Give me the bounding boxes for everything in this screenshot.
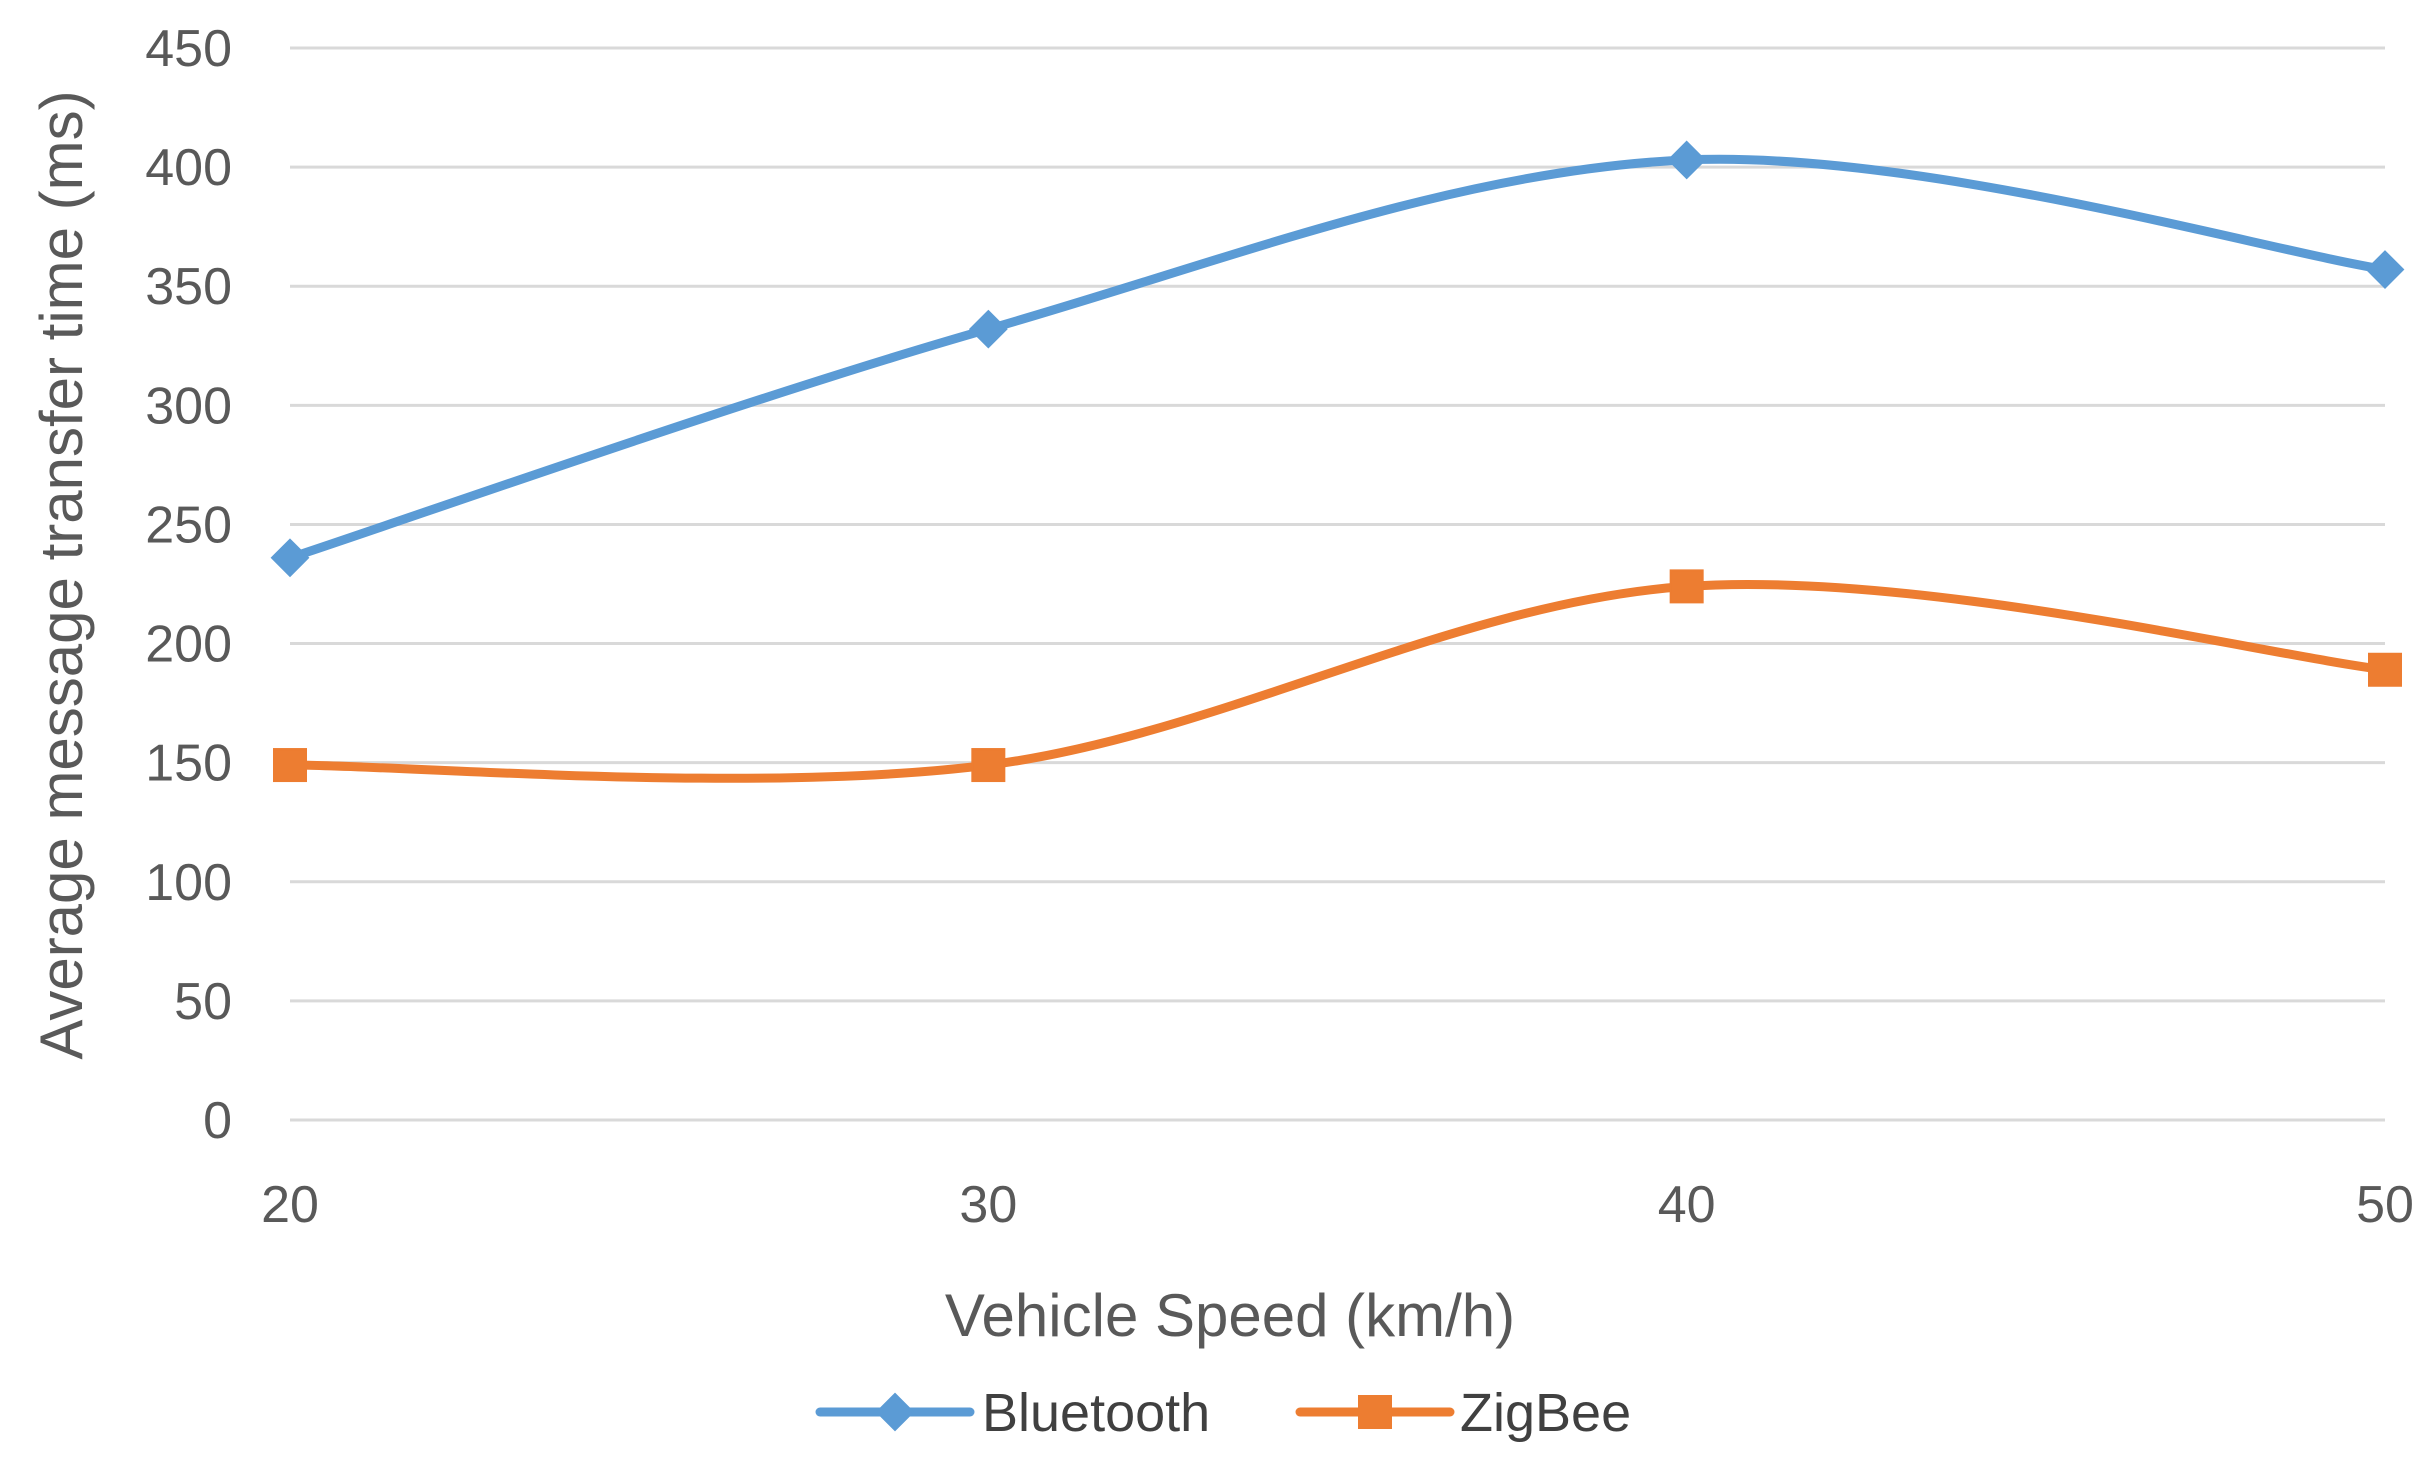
y-tick-label: 300 xyxy=(145,377,232,435)
y-tick-label: 450 xyxy=(145,20,232,78)
y-tick-label: 0 xyxy=(203,1092,232,1150)
y-tick-label: 150 xyxy=(145,735,232,793)
legend-label-bluetooth: Bluetooth xyxy=(982,1383,1210,1443)
x-tick-label: 30 xyxy=(959,1176,1017,1234)
legend-marker-zigbee xyxy=(1358,1395,1392,1429)
y-tick-label: 50 xyxy=(174,973,232,1031)
y-tick-label: 400 xyxy=(145,139,232,197)
x-tick-label: 50 xyxy=(2356,1176,2414,1234)
y-tick-label: 350 xyxy=(145,258,232,316)
x-tick-label: 40 xyxy=(1658,1176,1716,1234)
x-axis-ticks: 20 30 40 50 xyxy=(261,1176,2414,1234)
series-markers xyxy=(270,140,2405,783)
y-axis-title: Average message transfer time (ms) xyxy=(28,90,95,1059)
legend-label-zigbee: ZigBee xyxy=(1460,1383,1631,1443)
series-line-zigbee xyxy=(285,579,2390,783)
data-point-bluetooth-20 xyxy=(270,538,310,578)
series-lines xyxy=(285,154,2390,783)
data-point-bluetooth-50 xyxy=(2365,250,2405,289)
gridlines xyxy=(290,46,2385,1122)
y-axis-ticks: 0 50 100 150 200 250 300 350 400 450 xyxy=(145,20,232,1150)
legend: Bluetooth ZigBee xyxy=(815,1383,1631,1443)
data-point-bluetooth-30 xyxy=(968,309,1008,349)
y-tick-label: 100 xyxy=(145,854,232,912)
data-point-zigbee-40 xyxy=(1669,569,1704,604)
data-point-zigbee-20 xyxy=(273,748,307,783)
data-point-zigbee-30 xyxy=(971,748,1006,783)
y-tick-label: 200 xyxy=(145,616,232,674)
series-line-bluetooth xyxy=(285,154,2390,563)
data-point-bluetooth-40 xyxy=(1667,140,1707,180)
y-tick-label: 250 xyxy=(145,496,232,554)
data-point-zigbee-50 xyxy=(2368,652,2402,687)
legend-marker-bluetooth xyxy=(875,1392,915,1432)
x-axis-title: Vehicle Speed (km/h) xyxy=(945,1282,1515,1349)
x-tick-label: 20 xyxy=(261,1176,319,1234)
